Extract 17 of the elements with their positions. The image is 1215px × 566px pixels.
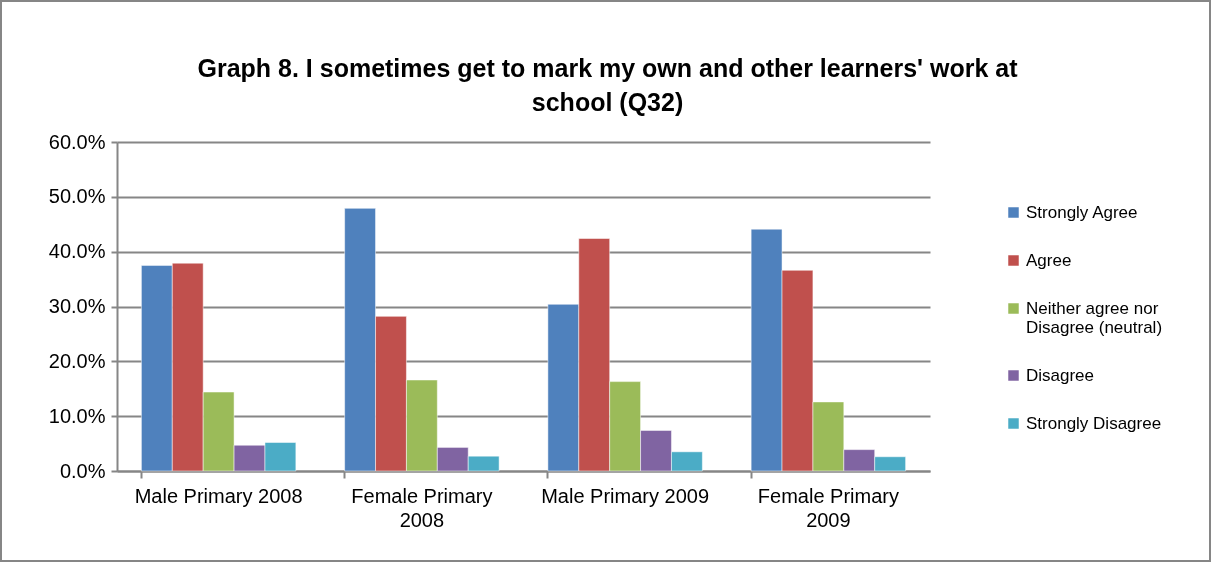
x-tick-label: Female Primary 2008 (351, 484, 493, 531)
y-tick-label: 0.0% (59, 459, 106, 482)
y-tick-label: 50.0% (48, 185, 106, 208)
y-tick-label: 30.0% (48, 295, 106, 317)
legend-label: Strongly Disagree (1026, 413, 1162, 433)
y-tick-label: 40.0% (48, 240, 106, 263)
y-tick-label: 60.0% (48, 130, 106, 153)
legend-label: Neither agree nor Disagree (neutral) (1026, 298, 1163, 337)
x-tick-label: Male Primary 2009 (541, 484, 710, 507)
legend-label: Agree (1026, 250, 1072, 270)
y-tick-label: 20.0% (48, 349, 106, 372)
legend-label: Strongly Agree (1026, 202, 1138, 222)
legend-label: Disagree (1026, 365, 1095, 385)
y-tick-label: 10.0% (48, 404, 106, 427)
chart-title: Graph 8. I sometimes get to mark my own and other learners' work at school (Q32) (197, 54, 1019, 116)
x-tick-label: Male Primary 2008 (134, 484, 303, 507)
x-tick-label: Female Primary 2009 (757, 484, 899, 531)
